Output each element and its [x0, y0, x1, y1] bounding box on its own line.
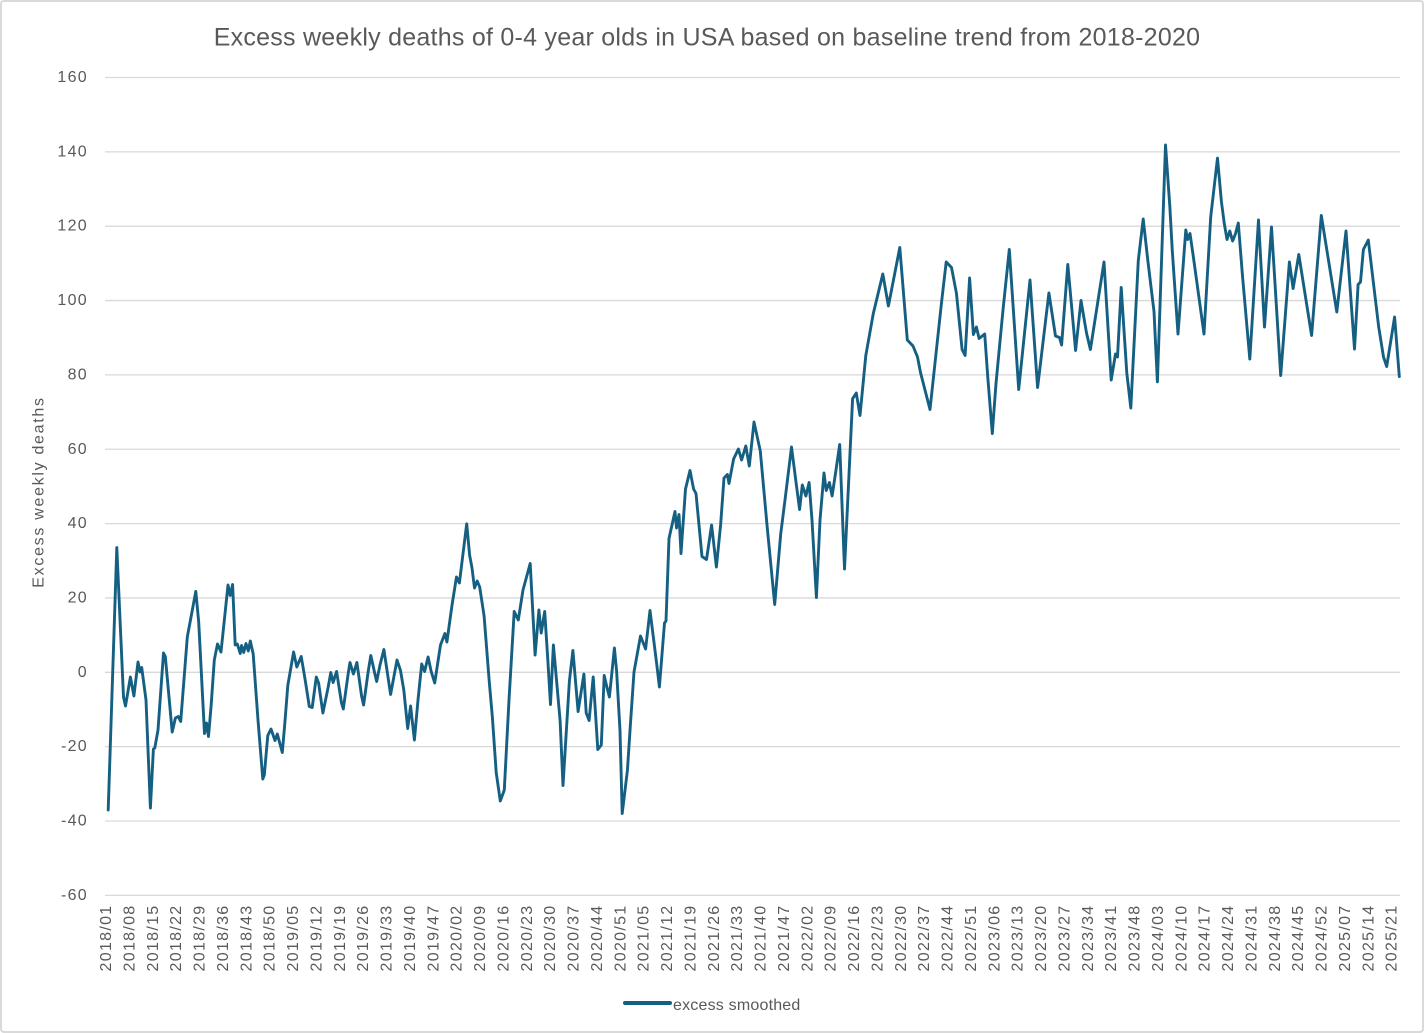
svg-text:Excess weekly deaths of 0-4 ye: Excess weekly deaths of 0-4 year olds in…: [214, 24, 1201, 52]
svg-text:2020/16: 2020/16: [495, 905, 512, 972]
svg-text:2020/09: 2020/09: [472, 905, 489, 972]
svg-text:2021/26: 2021/26: [706, 905, 723, 972]
svg-text:2019/40: 2019/40: [402, 905, 419, 972]
svg-text:2024/17: 2024/17: [1197, 905, 1214, 972]
svg-text:2019/19: 2019/19: [332, 905, 349, 972]
svg-text:40: 40: [68, 515, 88, 532]
svg-text:2023/20: 2023/20: [1033, 905, 1050, 972]
svg-text:2020/51: 2020/51: [612, 905, 629, 972]
svg-text:80: 80: [68, 366, 88, 383]
svg-text:60: 60: [68, 441, 88, 458]
svg-text:2020/23: 2020/23: [519, 905, 536, 972]
svg-text:2018/36: 2018/36: [215, 905, 232, 972]
svg-text:2020/30: 2020/30: [542, 905, 559, 972]
svg-text:2024/38: 2024/38: [1267, 905, 1284, 972]
svg-text:Excess weekly deaths: Excess weekly deaths: [31, 396, 48, 587]
svg-text:2020/44: 2020/44: [589, 905, 606, 972]
svg-text:2019/26: 2019/26: [355, 905, 372, 972]
svg-text:2023/27: 2023/27: [1056, 905, 1073, 972]
svg-text:2024/52: 2024/52: [1314, 905, 1331, 972]
svg-text:2024/10: 2024/10: [1173, 905, 1190, 972]
svg-text:2022/09: 2022/09: [823, 905, 840, 972]
svg-text:2022/16: 2022/16: [846, 905, 863, 972]
svg-text:2023/48: 2023/48: [1127, 905, 1144, 972]
svg-text:2023/34: 2023/34: [1080, 905, 1097, 972]
svg-text:2019/47: 2019/47: [425, 905, 442, 972]
svg-text:2018/43: 2018/43: [238, 905, 255, 972]
svg-text:2021/19: 2021/19: [682, 905, 699, 972]
svg-text:160: 160: [57, 69, 88, 86]
svg-text:2023/13: 2023/13: [1010, 905, 1027, 972]
svg-text:120: 120: [57, 218, 88, 235]
svg-text:2019/12: 2019/12: [308, 905, 325, 972]
svg-text:-60: -60: [61, 887, 88, 904]
svg-text:140: 140: [57, 143, 88, 160]
svg-text:2023/06: 2023/06: [986, 905, 1003, 972]
svg-text:0: 0: [78, 664, 88, 681]
svg-text:2022/02: 2022/02: [799, 905, 816, 972]
svg-text:2025/21: 2025/21: [1384, 905, 1401, 972]
svg-text:100: 100: [57, 292, 88, 309]
svg-text:2019/05: 2019/05: [285, 905, 302, 972]
svg-text:2025/14: 2025/14: [1360, 905, 1377, 972]
svg-text:2022/23: 2022/23: [869, 905, 886, 972]
svg-text:2020/02: 2020/02: [449, 905, 466, 972]
svg-text:2021/33: 2021/33: [729, 905, 746, 972]
svg-text:2022/44: 2022/44: [940, 905, 957, 972]
svg-text:2021/47: 2021/47: [776, 905, 793, 972]
svg-text:2020/37: 2020/37: [566, 905, 583, 972]
svg-text:-20: -20: [61, 738, 88, 755]
svg-text:2021/12: 2021/12: [659, 905, 676, 972]
svg-text:-40: -40: [61, 813, 88, 830]
svg-text:2022/37: 2022/37: [916, 905, 933, 972]
svg-text:2018/01: 2018/01: [98, 905, 115, 972]
svg-text:2022/30: 2022/30: [893, 905, 910, 972]
svg-text:2018/50: 2018/50: [262, 905, 279, 972]
svg-text:2025/07: 2025/07: [1337, 905, 1354, 972]
svg-text:2018/15: 2018/15: [145, 905, 162, 972]
svg-text:2024/31: 2024/31: [1243, 905, 1260, 972]
svg-text:2021/05: 2021/05: [636, 905, 653, 972]
svg-text:excess smoothed: excess smoothed: [673, 997, 801, 1014]
svg-text:2018/22: 2018/22: [168, 905, 185, 972]
svg-text:2024/03: 2024/03: [1150, 905, 1167, 972]
svg-text:2018/08: 2018/08: [121, 905, 138, 972]
svg-text:2024/45: 2024/45: [1290, 905, 1307, 972]
svg-text:2022/51: 2022/51: [963, 905, 980, 972]
svg-text:2019/33: 2019/33: [379, 905, 396, 972]
svg-text:2021/40: 2021/40: [753, 905, 770, 972]
svg-text:2023/41: 2023/41: [1103, 905, 1120, 972]
svg-text:2018/29: 2018/29: [192, 905, 209, 972]
svg-text:2024/24: 2024/24: [1220, 905, 1237, 972]
svg-text:20: 20: [68, 589, 88, 606]
